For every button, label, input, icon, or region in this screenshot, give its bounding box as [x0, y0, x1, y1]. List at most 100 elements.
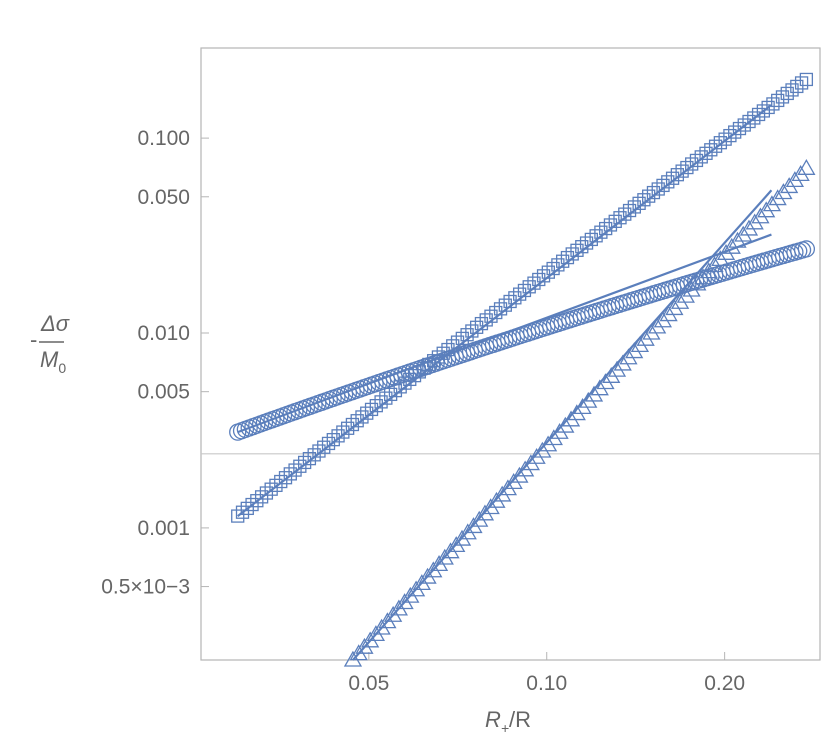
square-point: [503, 294, 517, 309]
square-point: [254, 490, 269, 504]
square-point: [594, 225, 608, 239]
square-point: [269, 478, 283, 493]
square-point: [694, 150, 708, 164]
square-point: [775, 90, 790, 104]
x-axis-label-rest: /R: [509, 707, 531, 732]
triangle-point: [768, 189, 787, 206]
circle-point: [797, 240, 816, 258]
square-point: [646, 185, 661, 200]
triangle-point: [757, 201, 776, 218]
triangle-point: [625, 342, 644, 359]
square-point: [374, 395, 388, 409]
square-point: [345, 417, 360, 432]
square-point: [312, 444, 326, 458]
square-point: [761, 100, 775, 115]
triangle-point: [762, 195, 782, 212]
square-point: [737, 118, 751, 132]
square-point: [780, 86, 794, 101]
square-point: [708, 139, 723, 153]
triangle-point: [774, 183, 793, 200]
square-point: [747, 111, 761, 125]
triangle-point: [510, 466, 529, 483]
square-point: [474, 316, 489, 331]
square-point: [288, 463, 302, 477]
y-axis-label-prefix: -: [30, 327, 37, 352]
x-axis-label: R+/R: [485, 707, 531, 736]
square-point: [259, 486, 274, 500]
triangle-point: [607, 360, 627, 377]
y-tick-label: 0.010: [137, 322, 190, 345]
y-axis-label-numerator: Δσ: [40, 311, 70, 336]
square-point: [283, 467, 297, 481]
triangle-point: [722, 237, 741, 254]
triangle-point: [642, 323, 661, 340]
square-point: [350, 414, 364, 428]
square-point: [278, 471, 293, 485]
square-point: [532, 272, 546, 287]
square-point: [608, 214, 622, 228]
square-point: [340, 421, 355, 435]
square-point: [493, 302, 508, 316]
square-point: [651, 182, 665, 196]
square-point: [742, 114, 756, 129]
x-tick-label: 0.05: [348, 672, 389, 695]
square-point: [661, 175, 675, 189]
square-point: [718, 132, 732, 146]
triangle-point: [665, 299, 684, 316]
square-point: [393, 380, 407, 394]
data-series: [229, 72, 816, 667]
square-point: [575, 240, 589, 254]
triangle-point: [550, 422, 569, 439]
triangle-point: [424, 561, 443, 578]
fit-line-triangle: [352, 189, 773, 661]
square-point: [699, 146, 713, 160]
triangle-point: [573, 398, 592, 415]
triangle-point: [659, 305, 678, 322]
square-point: [360, 406, 374, 420]
square-point: [536, 269, 551, 283]
square-point: [570, 243, 584, 257]
square-point: [622, 203, 637, 218]
square-point: [479, 313, 493, 327]
square-point: [508, 291, 522, 305]
square-point: [560, 250, 575, 265]
triangle-point: [544, 429, 563, 446]
square-point: [245, 497, 259, 512]
square-point: [231, 509, 245, 523]
square-point: [799, 72, 814, 87]
square-point: [689, 153, 704, 168]
square-point: [307, 448, 321, 462]
square-point: [460, 328, 474, 342]
square-point: [379, 391, 393, 405]
triangle-point: [418, 567, 437, 584]
triangle-point: [648, 317, 667, 334]
square-point: [527, 276, 541, 290]
square-point: [465, 324, 479, 338]
square-point: [274, 474, 288, 489]
square-point: [704, 143, 718, 157]
triangle-point: [602, 366, 621, 383]
triangle-point: [475, 504, 495, 521]
square-point: [513, 287, 527, 301]
square-point: [336, 425, 350, 439]
triangle-point: [676, 286, 695, 303]
square-point: [517, 283, 532, 298]
triangle-point: [504, 473, 523, 490]
triangle-point: [596, 373, 615, 390]
square-point: [675, 164, 689, 178]
fit-line-circle: [237, 233, 772, 434]
y-tick-label: 0.5×10−3: [101, 576, 190, 599]
square-point: [383, 387, 398, 402]
triangle-point: [745, 213, 764, 230]
square-point: [240, 501, 254, 516]
triangle-point: [538, 435, 558, 452]
triangle-point: [780, 177, 799, 194]
square-point: [766, 97, 780, 111]
square-point: [794, 76, 809, 90]
series-triangle: [343, 158, 816, 667]
triangle-point: [590, 379, 609, 396]
square-point: [751, 107, 766, 122]
x-tick-label: 0.10: [526, 672, 567, 695]
triangle-point: [533, 441, 552, 458]
square-point: [302, 451, 317, 466]
